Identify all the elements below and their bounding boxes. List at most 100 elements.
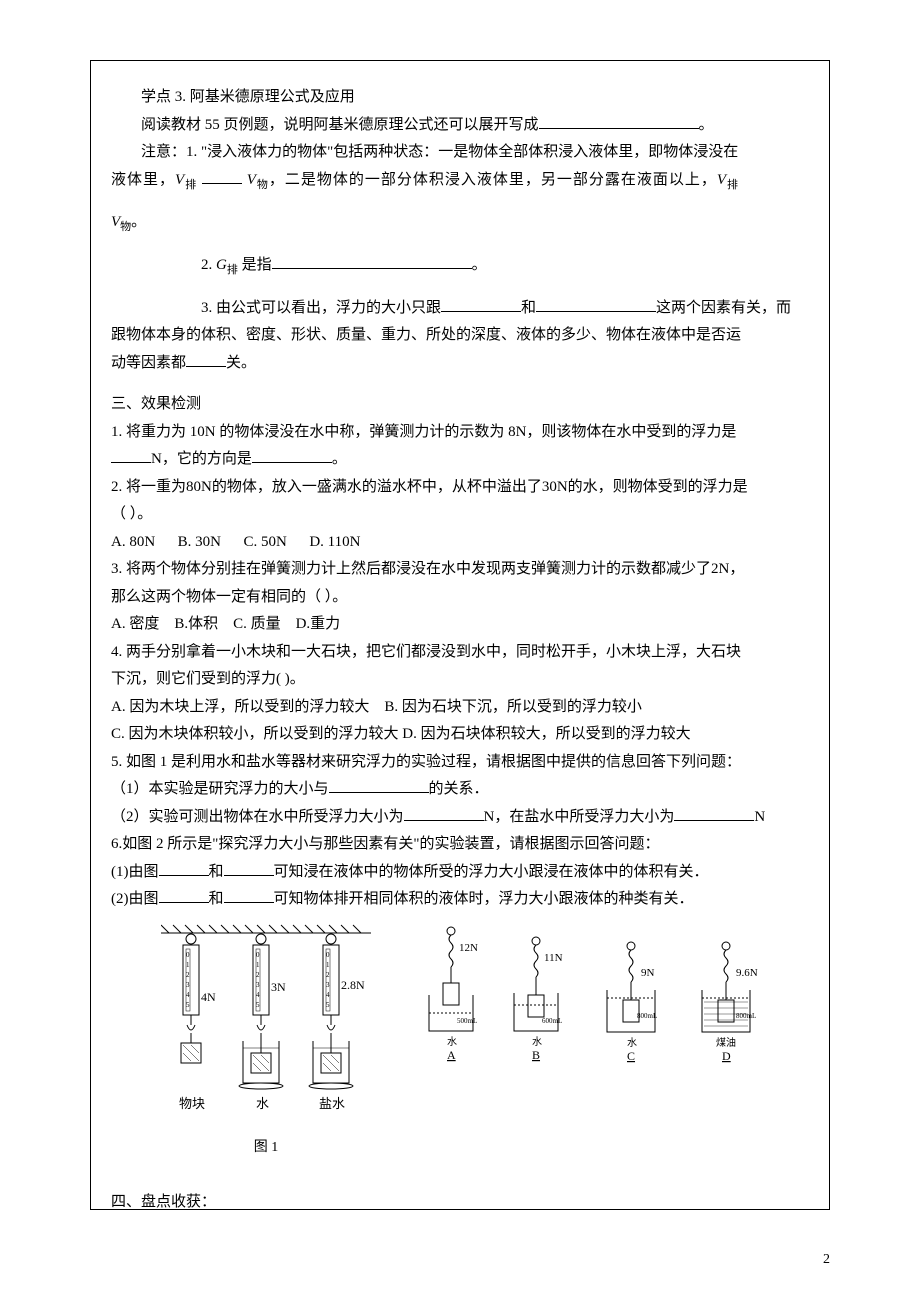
v-pai: V <box>175 172 185 188</box>
note1-line1: 注意：1. "浸入液体力的物体"包括两种状态：一是物体全部体积浸入液体里，即物体… <box>111 140 809 166</box>
svg-text:5: 5 <box>256 1001 260 1009</box>
setup-A: 12N 500mL 水 A <box>429 927 478 1062</box>
line-reading: 阅读教材 55 页例题，说明阿基米德原理公式还可以展开写成。 <box>111 113 809 139</box>
q1-line2: N，它的方向是 。 <box>111 447 809 473</box>
sub-pai: 排 <box>185 179 197 191</box>
section3-title: 三、效果检测 <box>111 392 809 418</box>
document-frame: 学点 3. 阿基米德原理公式及应用 阅读教材 55 页例题，说明阿基米德原理公式… <box>90 60 830 1210</box>
svg-text:4: 4 <box>186 991 190 999</box>
ceiling-hatch <box>161 925 371 933</box>
q6-1-post: 可知浸在液体中的物体所受的浮力大小跟浸在液体中的体积有关． <box>274 864 709 880</box>
q5-1-post: 的关系． <box>429 781 489 797</box>
note1a: "浸入液体力的物体"包括两种状态：一是物体全部体积浸入液体里，即物体浸没在 <box>201 144 738 160</box>
q1-line1: 1. 将重力为 10N 的物体浸没在水中称，弹簧测力计的示数为 8N，则该物体在… <box>111 420 809 446</box>
svg-text:5: 5 <box>186 1001 190 1009</box>
readA: 12N <box>459 942 478 954</box>
line1-pre: 阅读教材 55 页例题，说明阿基米德原理公式还可以展开写成 <box>141 117 539 133</box>
blank <box>252 447 332 463</box>
fig1-svg: 0 1 2 3 4 5 4N <box>161 923 371 1123</box>
q5-1: （1）本实验是研究浮力的大小与的关系． <box>111 777 809 803</box>
v-wu2: V <box>111 214 120 230</box>
q6-2-post: 可知物体排开相同体积的液体时，浮力大小跟液体的种类有关． <box>274 891 694 907</box>
note3-post: 这两个因素有关，而 <box>656 300 791 316</box>
g-pai: G <box>216 257 227 273</box>
q5-2-pre: （2）实验可测出物体在水中所受浮力大小为 <box>111 809 404 825</box>
study-point-title: 学点 3. 阿基米德原理公式及应用 <box>111 85 809 111</box>
volA: 500mL <box>457 1017 477 1025</box>
note2-pre: 2. <box>201 257 216 273</box>
svg-text:2: 2 <box>326 971 330 979</box>
blank <box>536 296 656 312</box>
note3-line1: 3. 由公式可以看出，浮力的大小只跟和这两个因素有关，而 <box>111 296 809 322</box>
setup-B: 11N 600mL 水 B <box>514 937 563 1062</box>
note-label: 注意：1. <box>141 144 201 160</box>
svg-text:3: 3 <box>186 981 190 989</box>
letterA: A <box>447 1048 456 1062</box>
blank <box>224 887 274 903</box>
q6-2: (2)由图和可知物体排开相同体积的液体时，浮力大小跟液体的种类有关． <box>111 887 809 913</box>
q4-line1: 4. 两手分别拿着一小木块和一大石块，把它们都浸没到水中，同时松开手，小木块上浮… <box>111 640 809 666</box>
blank <box>674 805 754 821</box>
page-number: 2 <box>823 1248 830 1272</box>
readB: 11N <box>544 952 563 964</box>
label-shui: 水 <box>256 1096 269 1111</box>
q3-opts: A. 密度 B.体积 C. 质量 D.重力 <box>111 612 809 638</box>
blank <box>202 168 242 184</box>
reading2: 3N <box>271 980 286 994</box>
q3-line1: 3. 将两个物体分别挂在弹簧测力计上然后都浸没在水中发现两支弹簧测力计的示数都减… <box>111 557 809 583</box>
section4-title: 四、盘点收获： <box>111 1190 809 1210</box>
note3l3-pre: 动等因素都 <box>111 355 186 371</box>
q4C: C. 因为木块体积较小，所以受到的浮力较大 <box>111 726 399 742</box>
scale-2: 0 1 2 3 4 5 <box>239 934 286 1089</box>
note3-line3: 动等因素都 关。 <box>111 351 809 377</box>
note1d-post: 。 <box>131 214 146 230</box>
svg-text:4: 4 <box>256 991 260 999</box>
figures-row: 0 1 2 3 4 5 4N <box>111 923 809 1160</box>
q1b-mid: N，它的方向是 <box>151 451 252 467</box>
svg-text:1: 1 <box>326 961 330 969</box>
setup-C: 9N 800mL 水 C <box>607 942 657 1063</box>
svg-text:0: 0 <box>186 951 190 959</box>
q4A: A. 因为木块上浮，所以受到的浮力较大 <box>111 699 369 715</box>
q6-1-mid: 和 <box>209 864 224 880</box>
note1c: ，二是物体的一部分体积浸入液体里，另一部分露在液面以上， <box>269 172 717 188</box>
q4B: B. 因为石块下沉，所以受到的浮力较小 <box>384 699 642 715</box>
setup-D: 9.6N 800mL 煤油 D <box>702 942 758 1063</box>
note1b-pre: 液体里， <box>111 172 175 188</box>
q5-line1: 5. 如图 1 是利用水和盐水等器材来研究浮力的实验过程，请根据图中提供的信息回… <box>111 750 809 776</box>
liqA: 水 <box>447 1036 457 1048</box>
sub-wu: 物 <box>257 179 269 191</box>
note3l3-post: 关。 <box>226 355 256 371</box>
label-wukuai: 物块 <box>179 1096 205 1111</box>
liqB: 水 <box>532 1036 542 1048</box>
svg-text:2: 2 <box>186 971 190 979</box>
letterD: D <box>722 1049 731 1063</box>
v-pai2: V <box>717 172 727 188</box>
svg-text:0: 0 <box>326 951 330 959</box>
readD: 9.6N <box>736 967 758 979</box>
sub-pai2: 排 <box>727 179 739 191</box>
q4-optsAB: A. 因为木块上浮，所以受到的浮力较大 B. 因为石块下沉，所以受到的浮力较小 <box>111 695 809 721</box>
q4-optsCD: C. 因为木块体积较小，所以受到的浮力较大 D. 因为石块体积较大，所以受到的浮… <box>111 722 809 748</box>
blank <box>186 351 226 367</box>
q4D: D. 因为石块体积较大，所以受到的浮力较大 <box>402 726 690 742</box>
v-wu: V <box>247 172 257 188</box>
note1-line2: 液体里，V排 V物，二是物体的一部分体积浸入液体里，另一部分露在液面以上，V排 <box>111 168 809 195</box>
fig2-svg: 12N 500mL 水 A 11N <box>411 923 771 1083</box>
blank <box>159 887 209 903</box>
svg-text:4: 4 <box>326 991 330 999</box>
note2: 2. G排 是指。 <box>111 253 809 280</box>
blank <box>272 253 472 269</box>
q5-2-mid: N，在盐水中所受浮力大小为 <box>484 809 675 825</box>
q1b-post: 。 <box>332 451 347 467</box>
q2-line2: （ ）。 <box>111 502 809 528</box>
letterB: B <box>532 1048 540 1062</box>
blank <box>159 860 209 876</box>
figure-2: 12N 500mL 水 A 11N <box>411 923 771 1093</box>
reading3: 2.8N <box>341 978 365 992</box>
svg-text:3: 3 <box>256 981 260 989</box>
q6-1: (1)由图和可知浸在液体中的物体所受的浮力大小跟浸在液体中的体积有关． <box>111 860 809 886</box>
svg-text:3: 3 <box>326 981 330 989</box>
label-yanshui: 盐水 <box>319 1096 345 1111</box>
q6-2-pre: (2)由图 <box>111 891 159 907</box>
